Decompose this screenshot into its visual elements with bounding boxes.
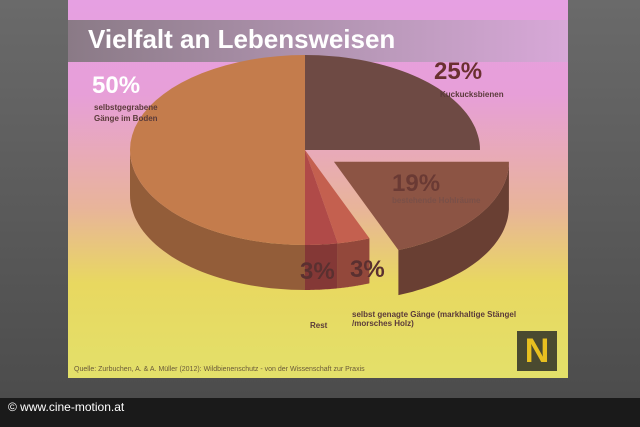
value-label: 50% xyxy=(92,72,141,99)
pie-side xyxy=(130,150,305,290)
chart-title: Vielfalt an Lebensweisen xyxy=(88,24,396,54)
category-label: Rest xyxy=(310,321,328,330)
source: Quelle: Zurbuchen, A. & A. Müller (2012)… xyxy=(74,366,365,373)
pie-side xyxy=(398,161,509,296)
frame-bottom xyxy=(0,398,640,427)
pie-slice xyxy=(305,55,480,150)
title-bar xyxy=(68,20,568,62)
category-label: bestehende Hohlräume xyxy=(392,196,481,205)
logo: N xyxy=(517,331,557,371)
pie-slice xyxy=(305,150,370,244)
pie-slice xyxy=(130,55,305,245)
pie-slice xyxy=(305,150,338,245)
watermark: © www.cine-motion.at xyxy=(8,400,125,414)
pie-slice xyxy=(333,161,509,251)
category-label: selbstgegrabene Gänge im Boden xyxy=(94,103,158,123)
pie-side xyxy=(337,238,370,289)
category-label: Kuckucksbienen xyxy=(440,90,504,99)
value-label: 3% xyxy=(300,258,335,285)
value-label: 3% xyxy=(350,256,385,283)
category-label: selbst genagte Gänge (markhaltige Stänge… xyxy=(352,310,517,328)
pie-side xyxy=(305,243,338,290)
value-label: 19% xyxy=(392,170,441,197)
value-label: 25% xyxy=(434,58,483,85)
